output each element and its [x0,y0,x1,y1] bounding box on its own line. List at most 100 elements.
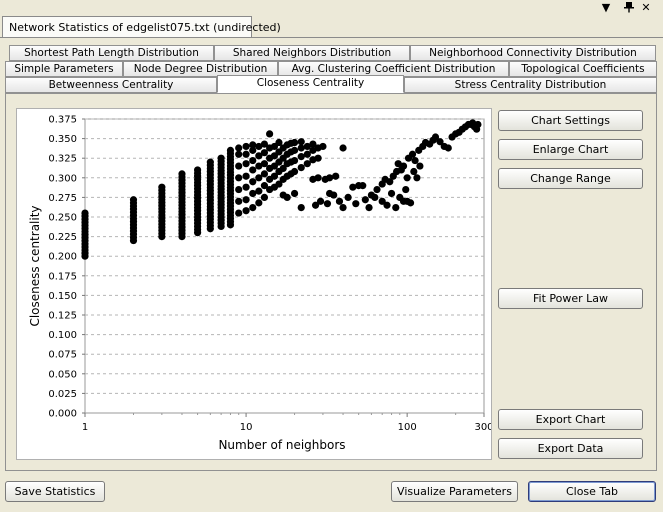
y-axis-label: Closeness centrality [28,205,42,326]
data-point [416,162,424,170]
data-point [378,197,386,205]
data-point [242,150,250,158]
tab-simple-parameters[interactable]: Simple Parameters [5,61,123,77]
data-point [323,200,332,208]
data-point [242,142,250,151]
data-point [436,138,444,146]
data-point [371,193,379,201]
close-icon[interactable]: ✕ [641,1,651,14]
closeness-centrality-chart: 0.000 0.025 0.050 0.075 0.100 0.125 0.150 0.175… [28,115,494,453]
tab-shortest-path-length-distribution[interactable]: Shortest Path Length Distribution [9,45,214,61]
data-point [206,158,214,166]
data-point [249,203,257,212]
data-point [297,138,305,146]
data-point [297,144,305,152]
data-point [290,156,299,165]
data-point [81,209,89,217]
tab-avg-clustering-coefficient-distribution[interactable]: Avg. Clustering Coefficient Distribution [278,61,509,77]
data-point [335,197,344,205]
data-point [255,152,263,160]
fit-power-law-button[interactable]: Fit Power Law [498,288,643,309]
data-point [266,130,274,138]
tab-topological-coefficients[interactable]: Topological Coefficients [509,61,657,77]
data-point [410,167,418,176]
save-statistics-button[interactable]: Save Statistics [5,481,105,502]
data-point [260,160,269,168]
y-tick-label: 0.075 [48,350,77,361]
data-point [249,156,257,165]
x-tick-label: 100 [398,422,417,433]
data-point [242,183,250,191]
x-tick-label: 1 [82,422,88,433]
data-point [242,196,250,204]
data-point [249,189,257,198]
tab-betweenness-centrality[interactable]: Betweenness Centrality [5,77,217,93]
menu-dropdown-icon[interactable]: ▼ [601,1,611,14]
data-point [303,160,311,168]
y-tick-label: 0.050 [48,369,77,380]
data-point [344,193,352,201]
tab-stress-centrality-distribution[interactable]: Stress Centrality Distribution [404,77,657,93]
tab-bar-divider [0,37,663,38]
data-point [178,170,186,178]
y-tick-label: 0.175 [48,271,77,282]
tab-neighborhood-connectivity-distribution[interactable]: Neighborhood Connectivity Distribution [410,45,656,61]
data-point [361,196,369,204]
export-chart-button[interactable]: Export Chart [498,409,643,430]
data-point [275,138,283,147]
data-point [339,203,347,212]
y-tick-label: 0.100 [48,330,77,341]
data-point [303,150,311,158]
y-tick-label: 0.300 [48,173,77,184]
data-point [319,142,327,151]
window-tab[interactable]: Network Statistics of edgelist075.txt (u… [2,16,281,38]
y-tick-label: 0.250 [48,213,77,224]
data-point [387,189,396,198]
data-point [297,203,305,212]
data-point [330,191,338,199]
data-point [255,162,263,170]
data-point [316,197,325,205]
data-point [290,146,299,154]
chart-settings-button[interactable]: Chart Settings [498,110,643,131]
y-tick-label: 0.225 [48,232,77,243]
pin-icon[interactable] [622,1,636,15]
tab-shared-neighbors-distribution[interactable]: Shared Neighbors Distribution [214,45,410,61]
data-point [235,197,243,205]
data-point [325,174,334,182]
data-point [260,193,269,201]
visualize-parameters-button[interactable]: Visualize Parameters [391,481,518,502]
data-point [332,172,340,180]
data-point [260,170,269,178]
data-point [260,140,269,148]
y-tick-label: 0.000 [48,409,77,420]
y-tick-label: 0.325 [48,154,77,165]
data-point [474,120,482,129]
x-tick-label: 300 [474,422,491,433]
y-tick-label: 0.275 [48,193,77,204]
y-tick-label: 0.375 [48,115,77,126]
data-point [226,146,235,154]
data-point [242,207,250,215]
data-point [235,185,243,194]
close-tab-button[interactable]: Close Tab [528,481,656,502]
x-tick-label: 10 [240,422,253,433]
data-point [235,144,243,152]
data-point [359,182,367,190]
enlarge-chart-button[interactable]: Enlarge Chart [498,139,643,160]
data-point [193,166,202,174]
tab-closeness-centrality[interactable]: Closeness Centrality [217,75,404,93]
y-tick-label: 0.350 [48,134,77,145]
y-tick-label: 0.150 [48,291,77,302]
data-point [365,203,373,212]
data-point [314,174,322,182]
change-range-button[interactable]: Change Range [498,168,643,189]
data-point [260,182,269,190]
data-point [249,166,257,174]
data-point [311,201,320,209]
export-data-button[interactable]: Export Data [498,438,643,459]
data-point [386,178,394,186]
tab-node-degree-distribution[interactable]: Node Degree Distribution [123,61,278,77]
data-point [290,167,299,176]
data-point [255,199,263,207]
